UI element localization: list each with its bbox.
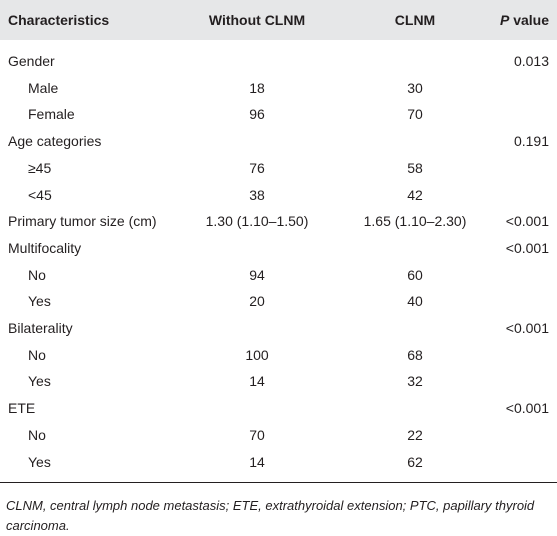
cell: 0.013	[513, 53, 549, 69]
cell: Primary tumor size (cm)	[8, 213, 157, 230]
cell: 100	[245, 346, 269, 363]
header-cell: CLNM	[394, 12, 436, 28]
header-cell: Characteristics	[8, 12, 110, 28]
cell: 20	[249, 293, 265, 310]
cell: <0.001	[505, 239, 549, 256]
cell: 94	[249, 266, 265, 283]
header-cell: Without CLNM	[208, 12, 306, 28]
cell: 76	[249, 159, 265, 176]
cell: Female	[28, 106, 75, 123]
cell: 96	[249, 106, 265, 123]
cell: 18	[249, 79, 265, 96]
cell: 70	[407, 106, 423, 123]
cell: <45	[28, 186, 52, 203]
cell: <0.001	[505, 400, 549, 417]
cell: 14	[249, 373, 265, 390]
cell: Male	[28, 79, 59, 96]
cell: 62	[407, 453, 423, 470]
cell: Yes	[28, 373, 51, 390]
cell: ETE	[8, 400, 36, 417]
cell: 1.30 (1.10–1.50)	[205, 213, 309, 230]
cell: No	[28, 346, 46, 363]
cell: 30	[407, 79, 423, 96]
footnote: CLNM, central lymph node metastasis; ETE…	[6, 498, 535, 533]
cell: 0.191	[513, 133, 549, 150]
cell: 68	[407, 346, 423, 363]
cell: Multifocality	[8, 239, 82, 256]
cell: Yes	[28, 453, 51, 470]
cell: 40	[407, 293, 423, 310]
cell: 58	[407, 159, 423, 176]
cell: 42	[407, 186, 423, 203]
cell: Yes	[28, 293, 51, 310]
cell: Age categories	[8, 133, 102, 150]
cell: 14	[249, 453, 265, 470]
cell: 70	[249, 426, 265, 443]
cell: No	[28, 266, 46, 283]
cell: 22	[407, 426, 423, 443]
cell: <0.001	[505, 213, 549, 230]
cell: 32	[407, 373, 423, 390]
cell: ≥45	[28, 159, 52, 176]
cell: 38	[249, 186, 265, 203]
header-italic: P	[499, 12, 510, 28]
cell: 1.65 (1.10–2.30)	[363, 213, 467, 230]
cell: <0.001	[505, 320, 549, 336]
cell: 60	[407, 266, 423, 283]
cell: Gender	[8, 53, 55, 69]
header-row: Characteristics Without CLNM CLNM P valu…	[0, 0, 557, 40]
header-cell: P value	[500, 12, 549, 28]
bottom-rule	[0, 482, 557, 483]
cell: No	[28, 426, 46, 443]
cell: Bilaterality	[8, 320, 73, 336]
header-text: value	[513, 12, 549, 28]
